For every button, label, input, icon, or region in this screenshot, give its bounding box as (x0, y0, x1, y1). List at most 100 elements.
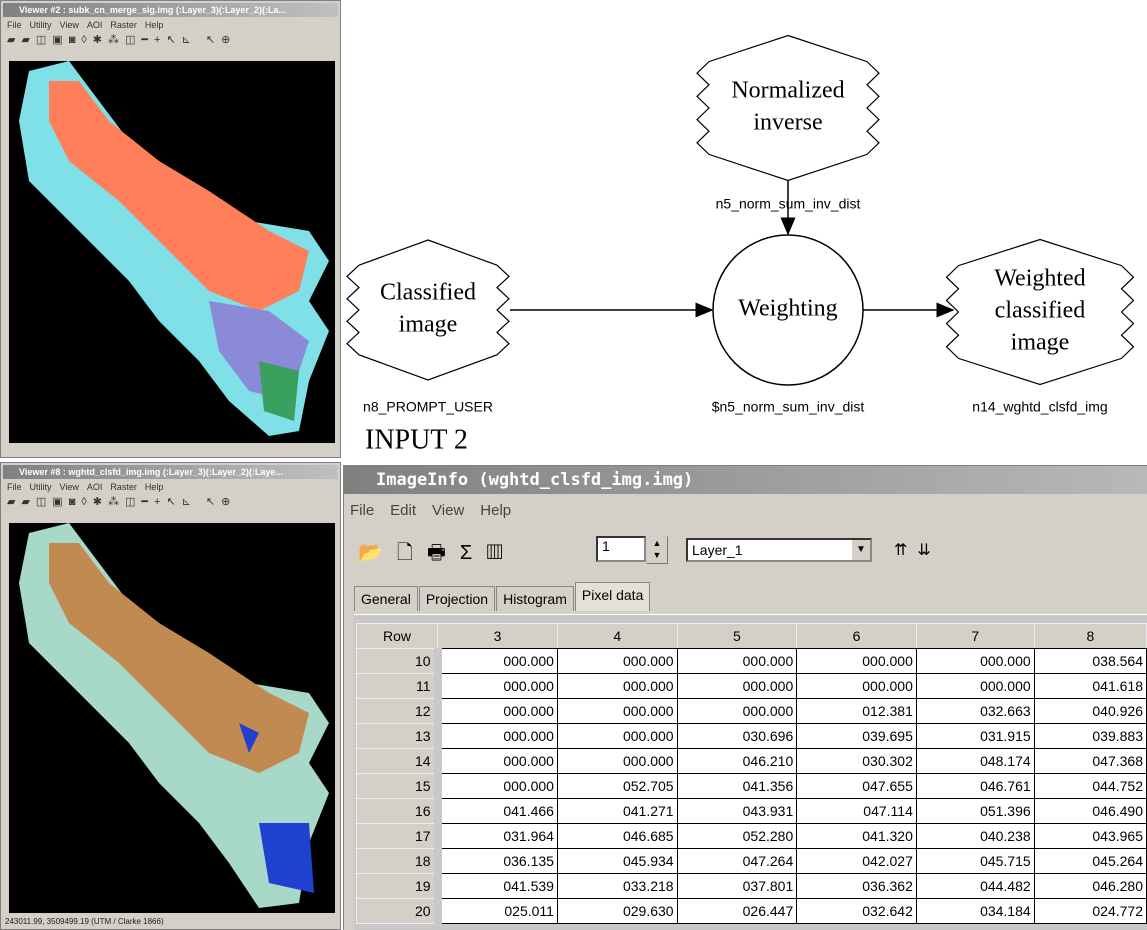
menu-item[interactable]: Utility (30, 482, 52, 492)
cell: 046.761 (916, 774, 1034, 799)
row-header: 17 (357, 824, 438, 849)
node-text: image (399, 312, 458, 338)
menu-bar: File Edit View Help (350, 502, 527, 519)
page: Viewer #2 : subk_cn_merge_sig.img (:Laye… (0, 0, 1147, 930)
cell: 046.280 (1034, 874, 1146, 899)
menu-item[interactable]: View (432, 502, 464, 519)
menu-item[interactable]: Raster (110, 20, 137, 30)
imageinfo-window: ImageInfo (wghtd_clsfd_img.img) File Edit… (343, 465, 1147, 930)
menu-item[interactable]: Utility (30, 20, 52, 30)
cell: 000.000 (557, 699, 677, 724)
row-header: 11 (357, 674, 438, 699)
cell: 000.000 (438, 699, 558, 724)
tab-strip: GeneralProjectionHistogramPixel data (354, 586, 651, 615)
cell: 000.000 (677, 674, 797, 699)
cell: 042.027 (797, 849, 917, 874)
cell: 041.320 (797, 824, 917, 849)
node-text: Normalized (731, 78, 844, 104)
cell: 026.447 (677, 899, 797, 924)
title: ImageInfo (wghtd_clsfd_img.img) (376, 470, 693, 490)
toolbar: ▰▰◫▣◙◊✱⁂◫━+↖⊾ ↖⊕ (7, 495, 236, 511)
cell: 000.000 (438, 749, 558, 774)
header-row: Row345678 (357, 624, 1147, 649)
cell: 012.381 (797, 699, 917, 724)
cell: 039.883 (1034, 724, 1146, 749)
row-header: 13 (357, 724, 438, 749)
tab[interactable]: Histogram (496, 586, 574, 611)
cell: 000.000 (557, 724, 677, 749)
layer-spinner[interactable]: 1 (596, 536, 646, 562)
cell: 030.696 (677, 724, 797, 749)
tab[interactable]: Pixel data (575, 582, 650, 611)
node-text: Weighting (738, 296, 837, 322)
title-bar: ImageInfo (wghtd_clsfd_img.img) (344, 466, 1147, 494)
table-row: 10000.000000.000000.000000.000000.000038… (357, 649, 1147, 674)
cell: 034.184 (916, 899, 1034, 924)
menu-item[interactable]: AOI (87, 482, 103, 492)
tab[interactable]: General (354, 586, 418, 611)
cell: 041.539 (438, 874, 558, 899)
node-text: image (1011, 330, 1070, 356)
column-header: 7 (916, 624, 1034, 649)
node-text: Weighted (994, 266, 1085, 292)
cell: 032.663 (916, 699, 1034, 724)
menu-item[interactable]: File (7, 482, 22, 492)
cell: 000.000 (677, 649, 797, 674)
table-row: 13000.000000.000030.696039.695031.915039… (357, 724, 1147, 749)
cell: 000.000 (438, 674, 558, 699)
row-header: 16 (357, 799, 438, 824)
menu-item[interactable]: Help (480, 502, 511, 519)
menu-item[interactable]: File (350, 502, 374, 519)
menu-item[interactable]: View (60, 482, 79, 492)
sort-buttons[interactable]: ⇈⇊ (894, 540, 941, 560)
column-header: 4 (557, 624, 677, 649)
row-header: 15 (357, 774, 438, 799)
node-label: $n5_norm_sum_inv_dist (712, 399, 865, 415)
map-image (9, 523, 335, 913)
menu-item[interactable]: Edit (390, 502, 416, 519)
cell: 041.466 (438, 799, 558, 824)
cell: 000.000 (797, 649, 917, 674)
menu-item[interactable]: File (7, 20, 22, 30)
title-bar: Viewer #8 : wghtd_clsfd_img.img (:Layer_… (3, 465, 338, 479)
cell: 047.114 (797, 799, 917, 824)
cell: 052.280 (677, 824, 797, 849)
menu-bar: File Utility View AOI Raster Help (7, 482, 171, 492)
spinner-buttons[interactable]: ▲▼ (646, 536, 668, 564)
cell: 046.210 (677, 749, 797, 774)
menu-item[interactable]: View (60, 20, 79, 30)
node-label: n14_wghtd_clsfd_img (972, 399, 1107, 415)
cell: 045.934 (557, 849, 677, 874)
tab[interactable]: Projection (419, 586, 495, 611)
cell: 024.772 (1034, 899, 1146, 924)
cell: 041.271 (557, 799, 677, 824)
cell: 051.396 (916, 799, 1034, 824)
column-header: Row (357, 624, 438, 649)
cell: 043.931 (677, 799, 797, 824)
cell: 032.642 (797, 899, 917, 924)
viewer-window: Viewer #8 : wghtd_clsfd_img.img (:Layer_… (0, 462, 341, 930)
column-header: 6 (797, 624, 917, 649)
data-node (697, 36, 879, 181)
row-header: 18 (357, 849, 438, 874)
layer-combo[interactable]: Layer_1▼ (686, 538, 872, 562)
menu-item[interactable]: AOI (87, 20, 103, 30)
menu-item[interactable]: Help (145, 20, 164, 30)
node-text: Classified (380, 280, 476, 306)
cell: 045.715 (916, 849, 1034, 874)
title: Viewer #8 : wghtd_clsfd_img.img (:Layer_… (19, 467, 283, 477)
cell: 047.655 (797, 774, 917, 799)
title-bar: Viewer #2 : subk_cn_merge_sig.img (:Laye… (3, 3, 338, 17)
input-label: INPUT 2 (365, 424, 468, 455)
menu-item[interactable]: Help (145, 482, 164, 492)
table-row: 17031.964046.685052.280041.320040.238043… (357, 824, 1147, 849)
menu-item[interactable]: Raster (110, 482, 137, 492)
row-header: 20 (357, 899, 438, 924)
cell: 037.801 (677, 874, 797, 899)
row-header: 12 (357, 699, 438, 724)
